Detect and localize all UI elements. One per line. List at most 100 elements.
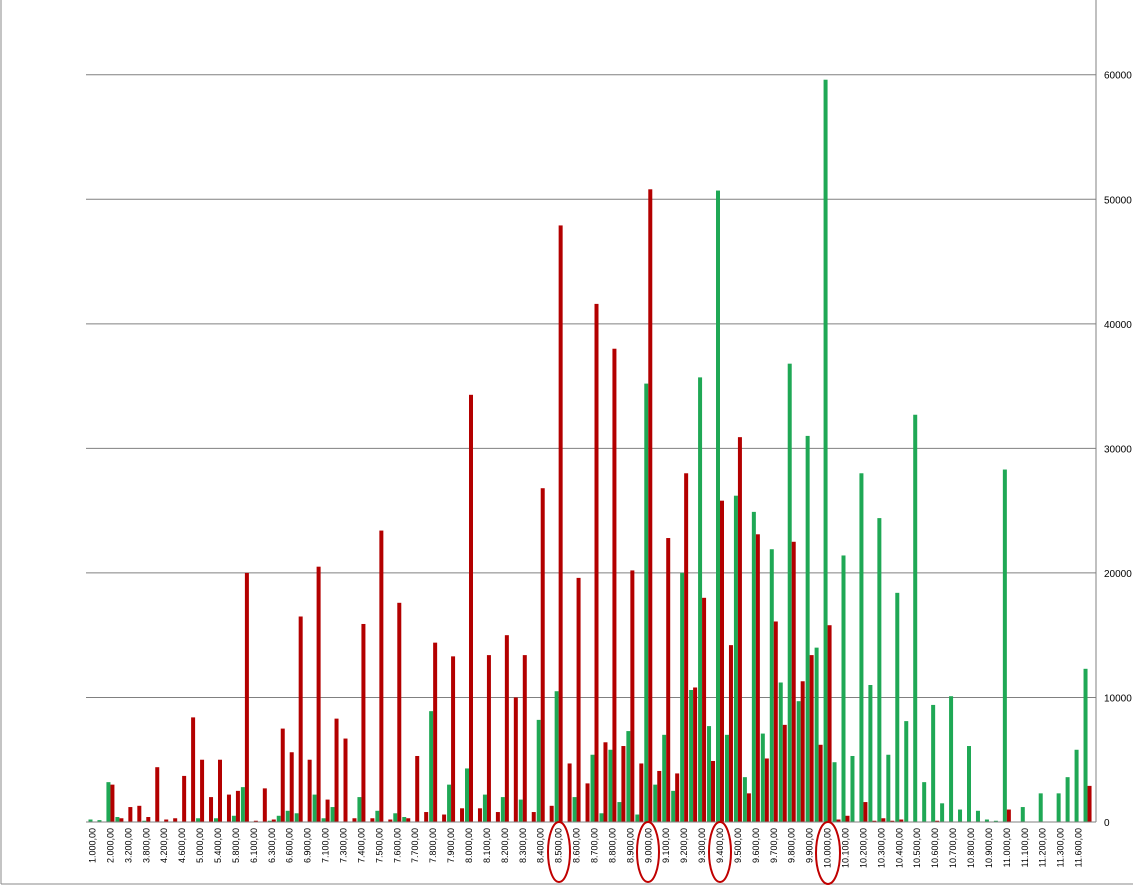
bar <box>285 810 290 822</box>
bar <box>352 818 357 822</box>
bar <box>850 755 855 822</box>
bar <box>680 572 685 822</box>
bar <box>724 734 729 822</box>
bar <box>321 818 326 822</box>
bar <box>106 782 111 822</box>
bar <box>675 773 680 822</box>
bar <box>518 799 523 822</box>
bar <box>899 819 904 822</box>
bar <box>922 782 927 822</box>
bar <box>330 807 335 822</box>
bar <box>693 687 698 822</box>
x-tick-label: 9.200,00 <box>679 828 689 863</box>
bar <box>240 787 245 822</box>
bar <box>877 518 882 822</box>
bar <box>671 790 676 822</box>
bar <box>115 817 120 822</box>
x-tick-label: 8.000,00 <box>464 828 474 863</box>
x-tick-label: 10.600,00 <box>930 828 940 868</box>
bar <box>1065 777 1070 822</box>
bar <box>119 818 124 822</box>
x-tick-label: 10.300,00 <box>876 828 886 868</box>
bar <box>1087 785 1092 822</box>
bar <box>621 746 626 822</box>
bar <box>97 820 102 822</box>
x-tick-label: 10.900,00 <box>984 828 994 868</box>
x-tick-label: 9.300,00 <box>697 828 707 863</box>
highlight-circle <box>815 821 841 885</box>
x-tick-label: 10.400,00 <box>894 828 904 868</box>
bar <box>214 818 218 822</box>
bar <box>707 726 712 822</box>
x-tick-label: 11.300,00 <box>1056 828 1066 867</box>
bar <box>469 394 473 822</box>
bar <box>200 759 205 822</box>
bar <box>433 642 438 822</box>
x-tick-label: 7.900,00 <box>446 828 456 863</box>
bar <box>823 79 828 822</box>
bar <box>603 742 608 822</box>
bar <box>940 803 945 822</box>
bar <box>845 815 850 822</box>
bar <box>935 820 940 822</box>
highlight-circle <box>547 821 571 883</box>
bar <box>689 689 694 822</box>
bar <box>442 814 447 822</box>
x-tick-label: 10.100,00 <box>840 828 850 868</box>
bar <box>465 768 469 822</box>
bar <box>684 473 689 822</box>
bar <box>343 738 348 822</box>
bar <box>662 734 667 822</box>
bar <box>280 728 285 822</box>
bar <box>226 794 231 822</box>
bar <box>599 813 604 822</box>
bar <box>276 815 281 822</box>
bar <box>698 377 703 822</box>
bar <box>235 790 240 822</box>
bar <box>872 820 877 822</box>
bar <box>307 759 312 822</box>
bar <box>791 541 796 822</box>
bar <box>787 363 792 822</box>
bar <box>334 718 339 822</box>
bar <box>164 819 169 822</box>
bar <box>388 819 393 822</box>
x-tick-label: 7.700,00 <box>410 828 420 863</box>
bar <box>482 794 487 822</box>
bar <box>477 808 482 822</box>
bar <box>495 812 500 822</box>
bar <box>110 784 115 822</box>
bar <box>639 763 644 822</box>
x-tick-label: 11.000,00 <box>1002 828 1012 867</box>
bar <box>805 435 810 822</box>
bar <box>460 808 465 822</box>
bar <box>128 807 133 822</box>
x-tick-label: 9.000,00 <box>643 828 653 863</box>
plot-area: 0 10000 20000 30000 40000 50000 60000 1.000,00 2… <box>86 0 1132 868</box>
bar <box>859 473 864 822</box>
x-tick-label: 10.000,00 <box>823 828 833 868</box>
bar <box>558 225 563 823</box>
x-tick-label: 11.100,00 <box>1020 828 1030 867</box>
bar <box>895 592 900 822</box>
x-tick-label: 7.400,00 <box>356 828 366 863</box>
bar <box>500 797 505 822</box>
bar <box>648 189 653 823</box>
y-tick-label: 50000 <box>1104 195 1132 206</box>
bar <box>984 819 989 822</box>
bar <box>379 530 384 822</box>
bar <box>424 812 429 822</box>
bar <box>773 621 778 822</box>
bar <box>312 794 317 822</box>
bar <box>949 696 954 822</box>
x-tick-label: 6.100,00 <box>249 828 259 863</box>
x-tick-label: 3.800,00 <box>141 828 151 863</box>
bar <box>1074 749 1079 822</box>
bar <box>289 752 294 822</box>
x-tick-label: 10.700,00 <box>948 828 958 868</box>
bar <box>429 711 434 822</box>
x-tick-label: 8.900,00 <box>625 828 635 863</box>
x-tick-label: 9.600,00 <box>751 828 761 863</box>
bar <box>1083 668 1088 822</box>
